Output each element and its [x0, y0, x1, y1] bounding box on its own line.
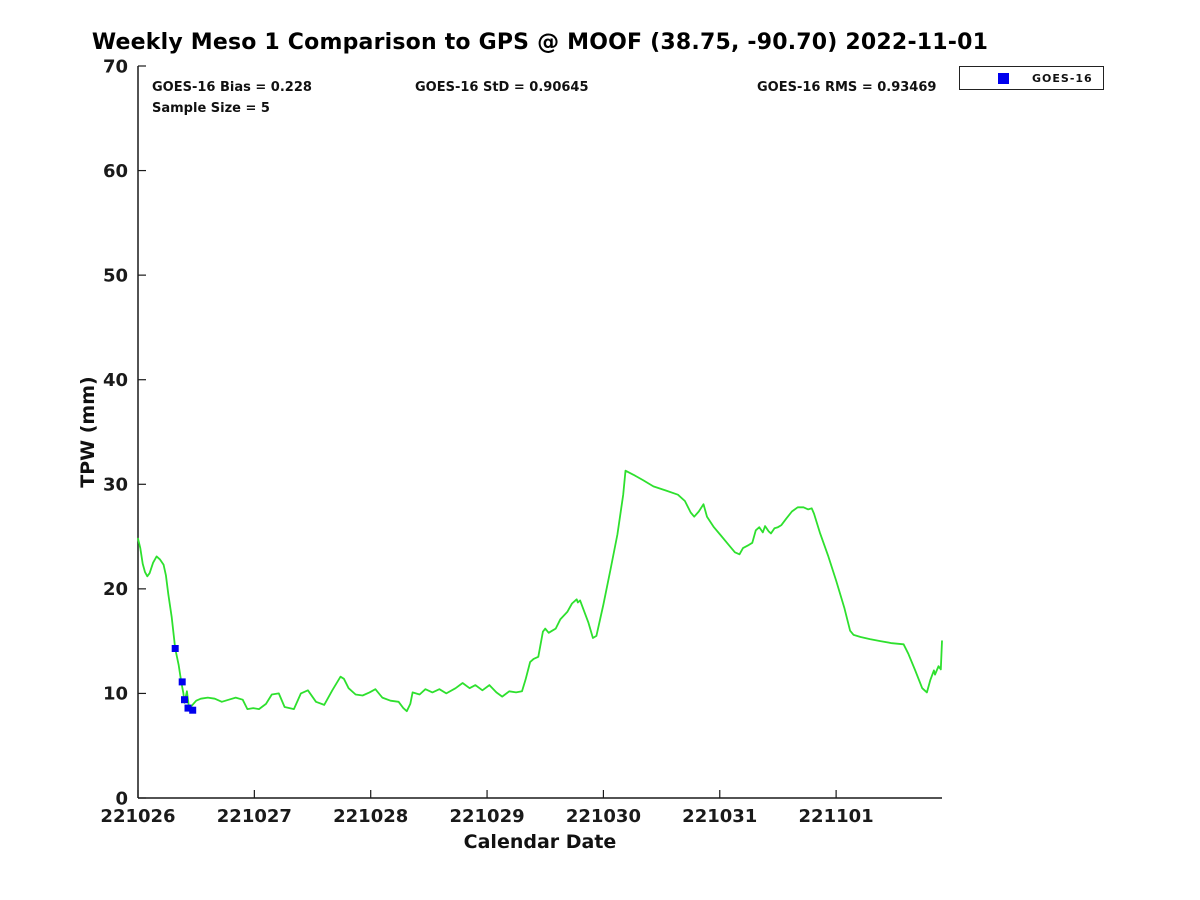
goes16-marker [171, 645, 179, 652]
legend-label-goes16: GOES-16 [1032, 71, 1093, 85]
stat-rms: GOES-16 RMS = 0.93469 [757, 80, 937, 95]
x-tick-label: 221031 [682, 806, 757, 827]
legend-square-marker-icon [998, 72, 1009, 84]
legend: GOES-16 [959, 66, 1104, 90]
y-tick-label: 70 [103, 56, 128, 77]
x-tick-label: 221026 [100, 806, 175, 827]
x-tick-label: 221028 [333, 806, 408, 827]
y-tick-label: 30 [103, 475, 128, 496]
gps-line [137, 469, 943, 713]
y-tick-label: 50 [103, 265, 128, 286]
x-axis-label: Calendar Date [463, 831, 617, 853]
y-tick-label: 10 [103, 684, 128, 705]
x-tick-label: 221027 [217, 806, 292, 827]
y-tick-label: 0 [115, 788, 128, 809]
y-tick-label: 60 [103, 161, 128, 182]
y-tick-label: 40 [103, 370, 128, 391]
goes16-marker [189, 706, 197, 714]
stat-bias: GOES-16 Bias = 0.228 [152, 80, 312, 95]
x-tick-label: 221101 [799, 806, 874, 827]
x-tick-label: 221030 [566, 806, 641, 827]
chart-title: Weekly Meso 1 Comparison to GPS @ MOOF (… [91, 30, 989, 55]
stat-sample-size: Sample Size = 5 [152, 101, 270, 116]
stat-std: GOES-16 StD = 0.90645 [415, 80, 589, 95]
goes16-marker [181, 696, 188, 704]
y-tick-label: 20 [103, 579, 128, 600]
goes16-marker [178, 678, 186, 686]
goes16-marker [184, 704, 192, 712]
x-tick-label: 221029 [449, 806, 524, 827]
